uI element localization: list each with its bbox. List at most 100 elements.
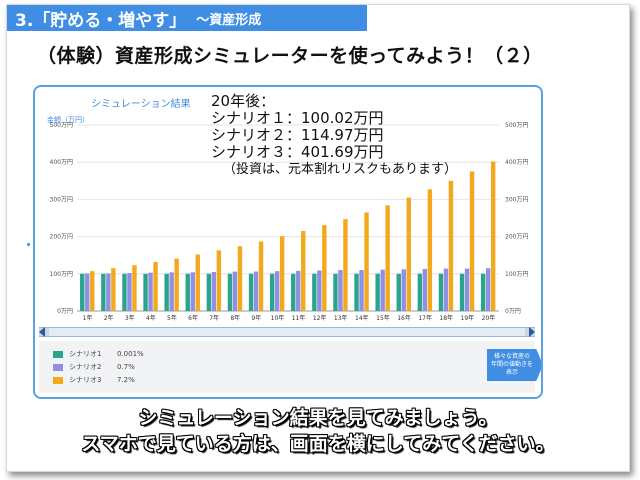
legend-item-scenario-1: シナリオ1 0.001% [53,349,144,359]
bar-1 [248,273,254,311]
x-tick-label: 18年 [439,314,453,322]
bar-2 [148,272,153,311]
panel-title: シミュレーション結果 [91,99,191,110]
x-tick-label: 7年 [209,314,219,322]
x-tick-label: 13年 [334,314,348,322]
summary-heading: 20年後： [211,92,276,110]
bar-3 [364,212,369,311]
show-asset-fluctuation-label: 様々な資産の 年間の値動きを 表示 [490,353,533,376]
bar-2 [106,273,111,311]
bar-3 [406,197,411,311]
result-summary: 20年後： シナリオ１：100.02万円 シナリオ２：114.97万円 シナリオ… [211,93,457,178]
section-header-bar: 3.「貯める・増やす」 ～資産形成 [7,5,367,31]
bar-1 [375,273,380,311]
legend-name: シナリオ3 [69,376,102,384]
bar-3 [469,171,475,311]
bar-2 [85,273,90,311]
y-tick-label-right: 0万円 [505,308,521,315]
x-tick-label: 4年 [146,314,156,322]
bar-1 [396,273,401,311]
bar-2 [338,270,343,311]
bar-2 [422,268,428,311]
x-tick-label: 12年 [313,314,327,322]
x-tick-label: 14年 [355,314,369,322]
bar-1 [312,273,317,311]
section-title: 3.「貯める・増やす」 [15,10,187,31]
bar-1 [122,273,127,311]
x-tick-label: 5年 [167,314,177,322]
y-tick-label-right: 200万円 [505,234,528,241]
y-tick-label-left: 300万円 [50,196,73,203]
x-tick-label: 16年 [397,314,411,322]
x-tick-label: 19年 [461,314,475,322]
y-tick-label-left: 0万円 [57,308,73,315]
x-tick-label: 1年 [83,314,93,322]
bar-2 [211,271,217,311]
bar-1 [438,273,444,311]
summary-line-scenario-1: シナリオ１：100.02万円 [211,109,384,127]
bar-1 [227,273,233,311]
scroll-left-arrow-icon[interactable] [39,327,45,337]
bar-1 [354,273,359,311]
legend-item-scenario-2: シナリオ2 0.7% [53,362,135,372]
x-tick-label: 6年 [188,314,198,322]
summary-line-scenario-3: シナリオ３：401.69万円 [211,143,384,161]
bar-chart: 0万円 0万円 100万円 100万円 200万円 200万円 300万円 300万円 400万… [50,122,529,322]
scroll-right-arrow-icon[interactable] [529,327,535,337]
y-axis-unit-label: 金額（万円） [47,116,89,124]
bar-1 [101,273,106,311]
bar-3 [490,161,496,311]
bar-2 [317,270,322,311]
x-tick-label: 10年 [271,314,285,322]
show-asset-fluctuation-button[interactable]: 様々な資産の 年間の値動きを 表示 [487,349,541,381]
legend-rate: 0.7% [117,363,135,371]
bar-2 [296,270,301,311]
bar-3 [132,265,137,311]
legend-area: シナリオ1 0.001% シナリオ2 0.7% シナリオ3 7.2% [39,341,535,393]
x-tick-label: 9年 [251,314,261,322]
bar-2 [274,271,280,311]
x-tick-label: 20年 [482,314,496,322]
bar-2 [253,271,259,311]
y-tick-label-left: 100万円 [50,271,73,278]
bar-2 [380,269,385,311]
chart-scrollbar[interactable] [39,327,535,337]
bar-3 [322,225,327,311]
y-tick-label-left: 400万円 [50,159,73,166]
legend-swatch [53,376,63,384]
y-tick-label-left: 200万円 [50,234,73,241]
bar-2 [485,268,491,311]
bar-3 [237,246,243,311]
bar-1 [417,273,423,311]
bar-3 [279,236,285,311]
bullet-dot-icon [27,243,30,246]
x-tick-label: 3年 [125,314,135,322]
y-tick-label-right: 100万円 [505,271,528,278]
slide-title: （体験）資産形成シミュレーターを使ってみよう！（２） [37,45,543,67]
x-tick-label: 2年 [104,314,114,322]
summary-line-scenario-2: シナリオ２：114.97万円 [211,126,384,144]
bar-1 [459,273,465,311]
bar-3 [427,189,433,311]
bar-1 [291,273,296,311]
bar-1 [480,273,486,311]
bar-1 [143,273,148,311]
legend-rate: 7.2% [117,376,135,384]
bar-3 [195,254,200,311]
slide: 3.「貯める・増やす」 ～資産形成 （体験）資産形成シミュレーターを使ってみよう… [6,4,630,472]
bar-3 [153,261,158,311]
bar-3 [258,241,264,311]
x-tick-label: 15年 [376,314,390,322]
bar-1 [164,273,169,311]
bar-3 [448,180,454,311]
scroll-thumb[interactable] [49,328,525,336]
caption-line-2: スマホで見ている方は、画面を横にしてみてください。 [81,433,555,455]
section-subtitle: ～資産形成 [196,12,262,28]
bar-1 [206,273,212,311]
bar-2 [443,268,449,311]
bar-2 [401,269,406,311]
bar-3 [343,219,348,311]
bar-3 [385,205,390,311]
y-tick-label-right: 400万円 [505,159,528,166]
legend-name: シナリオ2 [69,363,102,371]
